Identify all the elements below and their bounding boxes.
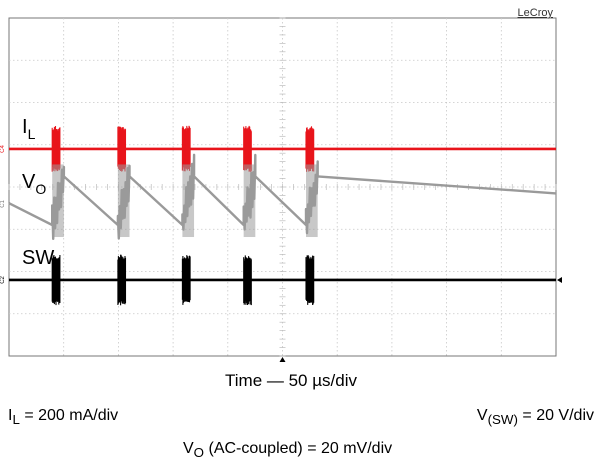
- il-scale-label: IL = 200 mA/div: [8, 407, 118, 427]
- vo-trace: [8, 153, 557, 241]
- vo-scale-rest: (AC-coupled) = 20 mV/div: [204, 440, 393, 457]
- vo-scale-main: V: [183, 440, 194, 457]
- channel-markers: C4 C1 C2: [0, 144, 562, 362]
- vsw-scale-main: V: [476, 407, 488, 424]
- trigger-time-marker: [279, 357, 286, 362]
- il-scale-rest: = 200 mA/div: [19, 407, 119, 424]
- vsw-scale-label: V(SW) = 20 V/div: [477, 407, 594, 427]
- il-burst-3: [181, 125, 191, 172]
- vo-scale-label: VO (AC-coupled) = 20 mV/div: [183, 440, 392, 460]
- vo-channel-marker: C1: [0, 199, 6, 207]
- sw-burst-1: [51, 255, 61, 306]
- il-channel-marker: C4: [0, 144, 6, 152]
- sw-burst-5: [305, 255, 315, 305]
- il-burst-4: [243, 125, 252, 173]
- brand-logo: LeCroy: [518, 7, 554, 19]
- sw-burst-4: [243, 255, 252, 306]
- il-burst-1: [51, 126, 61, 172]
- il-scale-sub: L: [12, 412, 20, 428]
- sw-burst-2: [117, 254, 127, 306]
- sw-burst-3: [181, 255, 191, 305]
- time-axis-label: Time — 50 µs/div: [225, 371, 357, 390]
- trigger-level-marker: [557, 276, 562, 283]
- sw-channel-label: SW: [22, 247, 54, 269]
- sw-channel-marker: C2: [0, 275, 6, 283]
- il-scale-main: I: [8, 407, 13, 424]
- vo-scale-sub: O: [193, 445, 205, 461]
- vsw-scale-rest: = 20 V/div: [517, 407, 594, 424]
- vsw-scale-sub: (SW): [487, 412, 518, 428]
